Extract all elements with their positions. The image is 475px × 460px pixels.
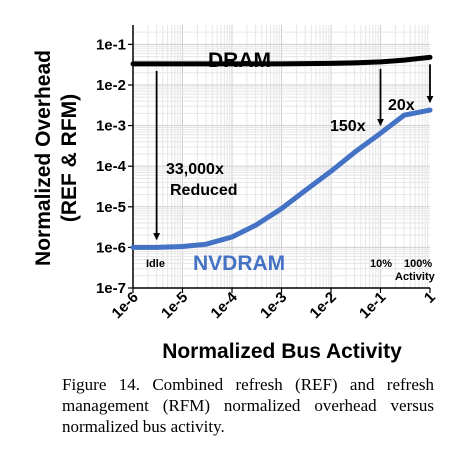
ratio-33000x-label: 33,000x <box>166 161 224 178</box>
dram-label: DRAM <box>208 49 271 72</box>
y-tick-label: 1e-7 <box>96 280 126 297</box>
y-tick-label: 1e-3 <box>96 118 126 135</box>
y-axis-title-line1: Normalized Overhead <box>32 50 55 266</box>
y-tick-labels: 1e-1 1e-2 1e-3 1e-4 1e-5 1e-6 1e-7 <box>96 36 127 297</box>
overhead-chart: 1e-1 1e-2 1e-3 1e-4 1e-5 1e-6 1e-7 1e-6 1e-5 1e-… <box>32 25 439 363</box>
ratio-150x-label: 150x <box>330 118 366 135</box>
y-tick-label: 1e-1 <box>96 36 126 53</box>
y-tick-label: 1e-4 <box>96 158 127 175</box>
axes <box>128 25 431 293</box>
y-tick-label: 1e-2 <box>96 77 126 94</box>
x-tick-label: 1e-3 <box>257 289 290 322</box>
nvdram-label: NVDRAM <box>193 252 285 275</box>
y-tick-label: 1e-5 <box>96 199 126 216</box>
series-line-nvdram <box>130 107 433 250</box>
hundred-percent-label: 100% <box>404 258 432 270</box>
y-tick-label: 1e-6 <box>96 239 126 256</box>
x-tick-label: 1e-4 <box>208 288 242 322</box>
ratio-20x-label: 20x <box>388 97 415 114</box>
activity-label: Activity <box>395 271 436 283</box>
series-lines <box>130 54 433 250</box>
x-tick-labels: 1e-6 1e-5 1e-4 1e-3 1e-2 1e-1 1 <box>109 288 439 322</box>
x-tick-label: 1e-2 <box>307 289 340 322</box>
x-tick-label: 1e-1 <box>356 289 389 322</box>
series-line-dram <box>130 54 433 67</box>
ten-percent-label: 10% <box>370 258 392 270</box>
x-tick-label: 1e-5 <box>158 289 191 322</box>
y-axis-title-line2: (REF & RFM) <box>58 94 81 222</box>
x-axis-title: Normalized Bus Activity <box>162 340 402 363</box>
figure-caption: Figure 14. Combined refresh (REF) and re… <box>62 375 434 436</box>
annotation-arrows <box>153 64 434 241</box>
idle-label: Idle <box>146 258 165 270</box>
reduced-label: Reduced <box>170 182 238 199</box>
